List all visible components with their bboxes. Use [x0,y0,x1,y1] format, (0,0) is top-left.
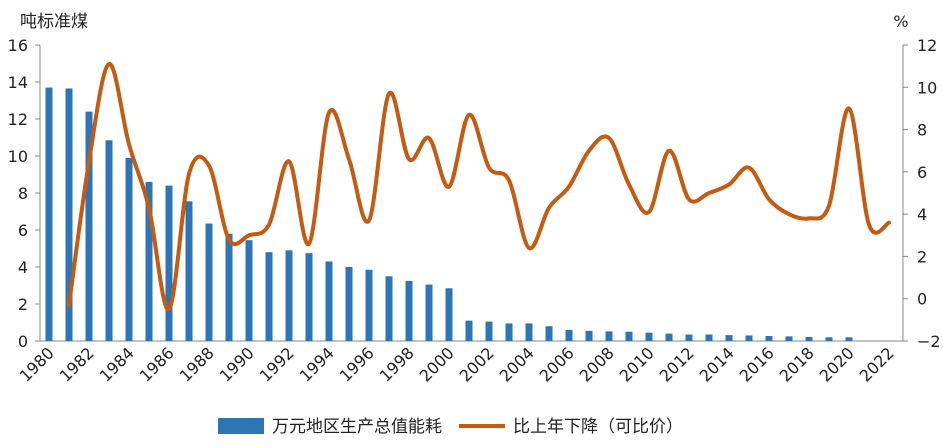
energy-bar [625,331,633,341]
energy-bar [725,335,733,341]
x-tick-label: 2014 [696,343,738,385]
energy-bar [425,284,433,341]
energy-bar [525,323,533,341]
energy-bar [385,276,393,341]
left-tick-label: 0 [18,332,28,351]
x-tick-label: 2018 [776,343,818,385]
energy-bar [105,140,113,341]
x-tick-label: 2008 [576,343,618,385]
energy-bar [765,336,773,341]
left-tick-label: 2 [18,295,28,314]
legend: 万元地区生产总值能耗 比上年下降（可比价） [218,417,683,437]
left-tick-label: 4 [18,258,28,277]
right-tick-label: 10 [917,78,937,97]
energy-bar [845,337,853,341]
right-tick-label: 0 [917,290,927,309]
legend-line-label: 比上年下降（可比价） [513,417,683,437]
energy-bar [545,326,553,341]
energy-bar [325,261,333,341]
energy-bar [465,320,473,341]
right-tick-label: 12 [917,36,937,55]
energy-bar [85,111,93,341]
x-tick-label: 2002 [456,343,498,385]
x-tick-label: 2012 [656,343,698,385]
x-tick-label: 1996 [336,343,378,385]
energy-bar [205,223,213,341]
left-tick-label: 14 [8,73,28,92]
energy-bar [685,334,693,341]
left-tick-label: 12 [8,110,28,129]
bar-series [45,87,853,341]
energy-bar [345,267,353,341]
x-tick-label: 1998 [376,343,418,385]
x-tick-label: 2004 [496,343,538,385]
right-tick-label: 6 [917,163,927,182]
energy-bar [825,337,833,341]
energy-bar [485,321,493,341]
x-tick-label: 2010 [616,343,658,385]
x-tick-label: 2006 [536,343,578,385]
right-tick-label: 4 [917,205,927,224]
x-tick-label: 2022 [856,343,898,385]
legend-bar-label: 万元地区生产总值能耗 [272,417,442,437]
right-tick-label: 8 [917,121,927,140]
right-tick-label: −2 [917,332,941,351]
left-tick-label: 10 [8,147,28,166]
x-tick-label: 1994 [296,343,338,385]
energy-bar [445,288,453,341]
energy-bar [605,331,613,341]
energy-bar [45,87,53,341]
x-tick-label: 2020 [816,343,858,385]
energy-bar [245,240,253,341]
energy-bar [165,185,173,341]
x-tick-label: 1990 [216,343,258,385]
left-tick-label: 8 [18,184,28,203]
energy-bar [265,252,273,341]
energy-bar [185,201,193,341]
line-series [67,62,891,312]
right-tick-label: 2 [917,247,927,266]
energy-bar [225,233,233,341]
energy-bar [745,335,753,341]
left-tick-label: 16 [8,36,28,55]
energy-bar [405,280,413,341]
decline-rate-line [67,62,891,312]
x-tick-label: 1986 [136,343,178,385]
x-tick-label: 2016 [736,343,778,385]
energy-bar [805,336,813,341]
energy-bar [365,269,373,341]
x-tick-label: 2000 [416,343,458,385]
energy-bar [65,88,73,341]
energy-bar [145,181,153,341]
x-tick-label: 1988 [176,343,218,385]
energy-bar [125,157,133,341]
energy-bar [585,330,593,341]
energy-bar [505,323,513,341]
energy-bar [785,336,793,341]
energy-bar [645,332,653,341]
left-axis-unit-label: 吨标准煤 [20,12,88,32]
energy-bar [285,250,293,341]
x-tick-label: 1984 [96,343,138,385]
x-tick-label: 1992 [256,343,298,385]
x-tick-label: 1982 [56,343,98,385]
energy-bar [565,329,573,341]
left-tick-label: 6 [18,221,28,240]
energy-bar [705,334,713,341]
right-axis-unit-label: % [893,12,908,31]
energy-bar [305,253,313,341]
legend-bar-swatch [218,418,264,434]
energy-bar [665,333,673,341]
